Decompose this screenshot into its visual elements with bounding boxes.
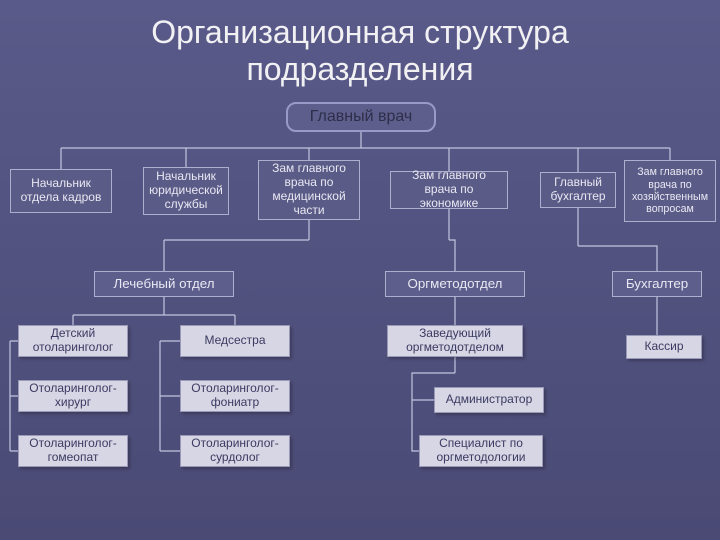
node-kas: Кассир	[626, 335, 702, 359]
node-label: Зам главного врача по хозяйственным вопр…	[629, 166, 711, 215]
node-label: Бухгалтер	[626, 276, 688, 291]
node-buh: Бухгалтер	[612, 271, 702, 297]
node-med: Зам главного врача по медицинской части	[258, 160, 360, 220]
node-label: Зам главного врача по экономике	[395, 169, 503, 210]
node-label: Кассир	[644, 340, 683, 354]
node-label: Начальник отдела кадров	[15, 177, 107, 205]
node-label: Отоларинголог-гомеопат	[23, 437, 123, 465]
node-label: Зам главного врача по медицинской части	[263, 162, 355, 217]
node-label: Детский отоларинголог	[23, 327, 123, 355]
node-meds: Медсестра	[180, 325, 290, 357]
node-label: Отоларинголог-хирург	[23, 382, 123, 410]
node-fon: Отоларинголог-фониатр	[180, 380, 290, 412]
node-label: Начальник юридической службы	[148, 170, 224, 211]
node-sur: Отоларинголог-хирург	[18, 380, 128, 412]
node-label: Администратор	[446, 393, 533, 407]
node-adm: Администратор	[434, 387, 544, 413]
node-label: Отоларинголог-сурдолог	[185, 437, 285, 465]
node-label: Главный бухгалтер	[545, 176, 611, 204]
node-hr: Начальник отдела кадров	[10, 169, 112, 213]
node-econ: Зам главного врача по экономике	[390, 171, 508, 209]
node-org: Оргметодотдел	[385, 271, 525, 297]
node-spec: Специалист по оргметодологии	[419, 435, 543, 467]
node-label: Главный врач	[310, 108, 413, 126]
node-hoz: Зам главного врача по хозяйственным вопр…	[624, 160, 716, 222]
node-label: Оргметодотдел	[408, 276, 503, 291]
node-sud: Отоларинголог-сурдолог	[180, 435, 290, 467]
node-chief: Главный врач	[286, 102, 436, 132]
node-label: Медсестра	[204, 334, 265, 348]
node-label: Заведующий оргметодотделом	[392, 327, 518, 355]
node-label: Отоларинголог-фониатр	[185, 382, 285, 410]
node-lech: Лечебный отдел	[94, 271, 234, 297]
node-zav: Заведующий оргметодотделом	[387, 325, 523, 357]
node-legal: Начальник юридической службы	[143, 167, 229, 215]
node-label: Лечебный отдел	[114, 276, 215, 291]
node-det: Детский отоларинголог	[18, 325, 128, 357]
node-acct: Главный бухгалтер	[540, 172, 616, 208]
node-gom: Отоларинголог-гомеопат	[18, 435, 128, 467]
node-label: Специалист по оргметодологии	[424, 437, 538, 465]
